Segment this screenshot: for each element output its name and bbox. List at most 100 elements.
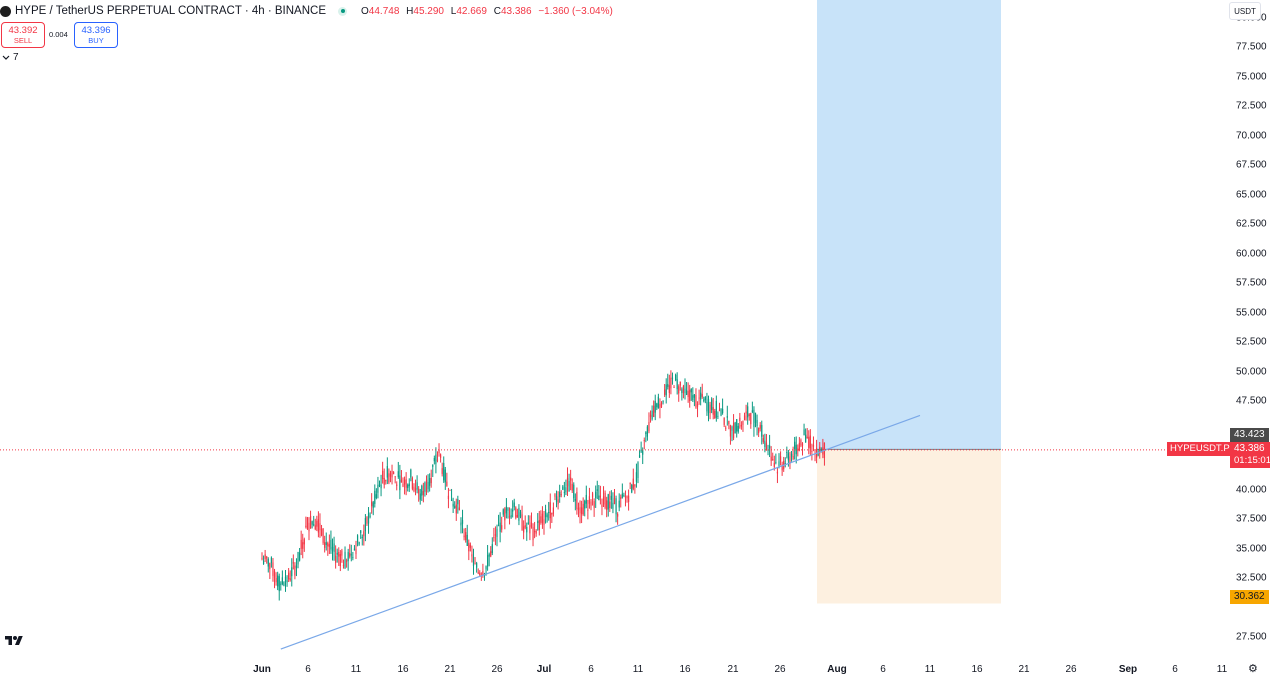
candle-body — [748, 414, 750, 416]
candle-body — [518, 507, 520, 521]
candle-body — [795, 444, 797, 455]
time-tick: 11 — [632, 664, 644, 675]
candle-body — [737, 425, 739, 432]
candle-body — [443, 463, 445, 481]
candle-body — [380, 484, 382, 489]
candle-body — [389, 473, 392, 477]
candle-body — [541, 513, 544, 524]
candle-body — [540, 516, 542, 523]
price-tick: 27.500 — [1236, 631, 1267, 643]
candle-body — [328, 544, 330, 547]
candle-body — [510, 515, 512, 518]
candle-body — [739, 417, 741, 421]
candle-body — [656, 403, 658, 408]
candle-body — [709, 404, 711, 414]
candle-body — [770, 456, 772, 461]
time-tick: 6 — [1172, 664, 1178, 675]
candle-body — [812, 444, 815, 447]
candle-body — [728, 420, 730, 425]
candle-body — [440, 454, 442, 458]
price-tick: 57.500 — [1236, 277, 1267, 289]
candle-body — [673, 387, 675, 389]
candle-body — [590, 501, 592, 506]
candle-body — [261, 558, 263, 560]
market-open-icon — [338, 6, 348, 16]
sell-price: 43.392 — [8, 24, 38, 36]
candle-body — [546, 514, 548, 518]
candle-body — [461, 520, 464, 524]
price-tick: 47.500 — [1236, 395, 1267, 407]
candle-body — [493, 537, 495, 539]
candle-body — [751, 410, 753, 413]
candle-body — [781, 464, 783, 471]
candle-body — [607, 494, 609, 510]
candle-body — [320, 528, 323, 536]
candle-body — [695, 395, 697, 408]
candle-body — [295, 565, 298, 569]
candle-body — [361, 536, 363, 538]
settings-gear-icon[interactable]: ⚙ — [1248, 663, 1258, 675]
symbol-logo-icon — [0, 5, 11, 17]
candle-body — [581, 507, 583, 515]
candle-body — [579, 507, 581, 514]
candle-body — [731, 426, 733, 431]
candle-body — [490, 551, 492, 557]
candle-body — [565, 487, 567, 493]
time-axis[interactable]: Jun 6 11 16 21 26 Jul 6 11 16 21 26 Aug 6 11 16 21 26 Sep 6… — [0, 655, 1228, 679]
price-axis[interactable]: 80.00077.50075.00072.50070.00067.50065.0… — [1228, 0, 1280, 679]
candle-body — [779, 456, 782, 462]
candle-body — [740, 424, 742, 427]
currency-button[interactable]: USDT — [1229, 2, 1261, 20]
candle-body — [707, 398, 710, 414]
candle-body — [690, 389, 692, 393]
candle-body — [778, 461, 780, 467]
buy-button[interactable]: 43.396 BUY — [74, 22, 118, 48]
price-chart[interactable] — [0, 0, 1228, 655]
candle-body — [485, 566, 487, 570]
candle-body — [466, 534, 468, 546]
price-tick: 70.000 — [1236, 130, 1267, 142]
candle-body — [775, 462, 777, 464]
candle-body — [747, 406, 749, 418]
candle-body — [773, 462, 775, 467]
candle-body — [800, 440, 802, 446]
candle-body — [386, 466, 388, 478]
candle-body — [499, 522, 501, 532]
candle-body — [331, 546, 334, 551]
candle-body — [292, 562, 294, 564]
time-tick: Sep — [1118, 664, 1138, 675]
candle-body — [591, 493, 594, 498]
candle-body — [548, 511, 550, 513]
candle-body — [682, 385, 685, 394]
candle-body — [646, 426, 648, 437]
candle-body — [759, 424, 761, 429]
candle-body — [657, 396, 659, 409]
spread-value: 0.004 — [49, 30, 68, 39]
candle-body — [621, 493, 623, 498]
candle-body — [283, 582, 285, 586]
candle-body — [529, 525, 531, 534]
sell-button[interactable]: 43.392 SELL — [1, 22, 45, 48]
candle-body — [336, 552, 338, 555]
candle-body — [378, 484, 381, 487]
candle-body — [817, 454, 819, 456]
candle-body — [407, 484, 409, 488]
candle-body — [317, 519, 319, 533]
candle-body — [516, 515, 518, 518]
time-tick: 26 — [774, 664, 786, 675]
candle-body — [262, 560, 265, 565]
candle-body — [306, 517, 309, 530]
candle-body — [720, 408, 722, 416]
indicators-collapse-button[interactable]: 7 — [2, 52, 19, 63]
candle-body — [278, 576, 280, 592]
candle-body — [570, 477, 572, 481]
candle-body — [596, 489, 598, 491]
chart-canvas[interactable] — [0, 0, 1228, 655]
price-tick: 35.000 — [1236, 543, 1267, 555]
candle-body — [571, 483, 573, 491]
candle-body — [375, 494, 377, 498]
tradingview-logo-icon[interactable] — [2, 634, 26, 648]
candle-body — [449, 489, 451, 491]
symbol-title[interactable]: HYPE / TetherUS PERPETUAL CONTRACT · 4h … — [15, 5, 327, 17]
candle-body — [303, 539, 305, 545]
